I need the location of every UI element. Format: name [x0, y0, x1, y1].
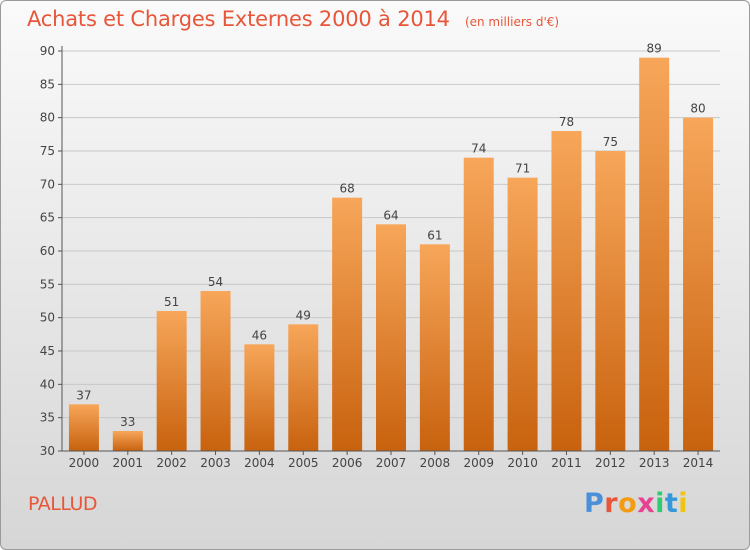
x-tick-label: 2008: [420, 456, 451, 470]
y-tick-label: 85: [40, 77, 55, 91]
logo-letter: i: [678, 488, 689, 519]
y-tick-label: 45: [40, 344, 55, 358]
x-tick-label: 2003: [200, 456, 231, 470]
bar-2003[interactable]: [200, 291, 231, 451]
y-tick-label: 60: [40, 244, 55, 258]
x-tick-label: 2012: [595, 456, 626, 470]
y-tick-label: 80: [40, 111, 55, 125]
proxiti-logo[interactable]: Proxiti: [584, 488, 688, 519]
commune-name: PALLUD: [28, 493, 98, 515]
data-label: 33: [120, 415, 135, 429]
y-tick-label: 70: [40, 177, 55, 191]
bar-2009[interactable]: [463, 157, 494, 451]
y-tick-label: 90: [40, 44, 55, 58]
bar-2002[interactable]: [156, 311, 187, 451]
bar-2010[interactable]: [507, 177, 538, 451]
x-tick-label: 2000: [69, 456, 100, 470]
bar-2007[interactable]: [376, 224, 406, 451]
y-tick-label: 50: [40, 311, 55, 325]
data-label: 74: [471, 142, 486, 156]
x-tick-label: 2006: [332, 456, 363, 470]
x-tick-label: 2013: [639, 456, 670, 470]
data-label: 37: [76, 388, 91, 402]
logo-letter: x: [637, 488, 656, 519]
x-tick-label: 2004: [244, 456, 275, 470]
x-tick-label: 2011: [551, 456, 582, 470]
logo-letter: r: [604, 488, 619, 519]
data-label: 54: [208, 275, 223, 289]
y-tick-label: 35: [40, 411, 55, 425]
data-label: 68: [339, 182, 354, 196]
bar-2001[interactable]: [112, 431, 143, 451]
y-tick-label: 55: [40, 277, 55, 291]
x-tick-label: 2014: [683, 456, 714, 470]
data-label: 78: [559, 115, 574, 129]
bar-2000[interactable]: [68, 404, 99, 451]
data-label: 64: [383, 208, 398, 222]
y-tick-label: 65: [40, 211, 55, 225]
y-tick-label: 40: [40, 377, 55, 391]
data-label: 71: [515, 162, 530, 176]
logo-letter: i: [655, 488, 665, 519]
y-tick-label: 30: [40, 444, 55, 458]
data-label: 46: [252, 328, 267, 342]
bar-2014[interactable]: [683, 117, 714, 452]
chart-title: Achats et Charges Externes 2000 à 2014: [27, 7, 450, 31]
logo-letter: t: [664, 488, 679, 519]
data-label: 80: [690, 102, 705, 116]
data-label: 61: [427, 228, 442, 242]
bar-2006[interactable]: [332, 197, 363, 451]
bar-2008[interactable]: [419, 244, 450, 451]
x-tick-label: 2010: [507, 456, 538, 470]
bar-2011[interactable]: [551, 131, 582, 451]
bar-2005[interactable]: [288, 324, 319, 451]
x-tick-label: 2005: [288, 456, 319, 470]
data-label: 49: [296, 308, 311, 322]
data-label: 75: [603, 135, 618, 149]
y-tick-label: 75: [40, 144, 55, 158]
x-tick-label: 2007: [376, 456, 407, 470]
logo-letter: P: [584, 488, 605, 519]
x-tick-label: 2009: [463, 456, 494, 470]
data-label: 51: [164, 295, 179, 309]
chart-unit: (en milliers d'€): [464, 15, 560, 29]
axes: 30 35 40 45 50 55 60 65 70 75 80 85 90 2000 2001 2002 20…: [40, 44, 720, 470]
x-tick-label: 2002: [156, 456, 187, 470]
bar-2004[interactable]: [244, 344, 275, 451]
bars: 37 33 51 54 46 49 68 64 61 74 71 78 75 89 80: [68, 42, 714, 452]
bar-2013[interactable]: [639, 57, 670, 452]
data-label: 89: [647, 42, 662, 56]
bar-2012[interactable]: [595, 151, 626, 451]
x-tick-label: 2001: [113, 456, 144, 470]
logo-letter: o: [618, 488, 638, 519]
title-row: Achats et Charges Externes 2000 à 2014 (…: [27, 7, 559, 31]
